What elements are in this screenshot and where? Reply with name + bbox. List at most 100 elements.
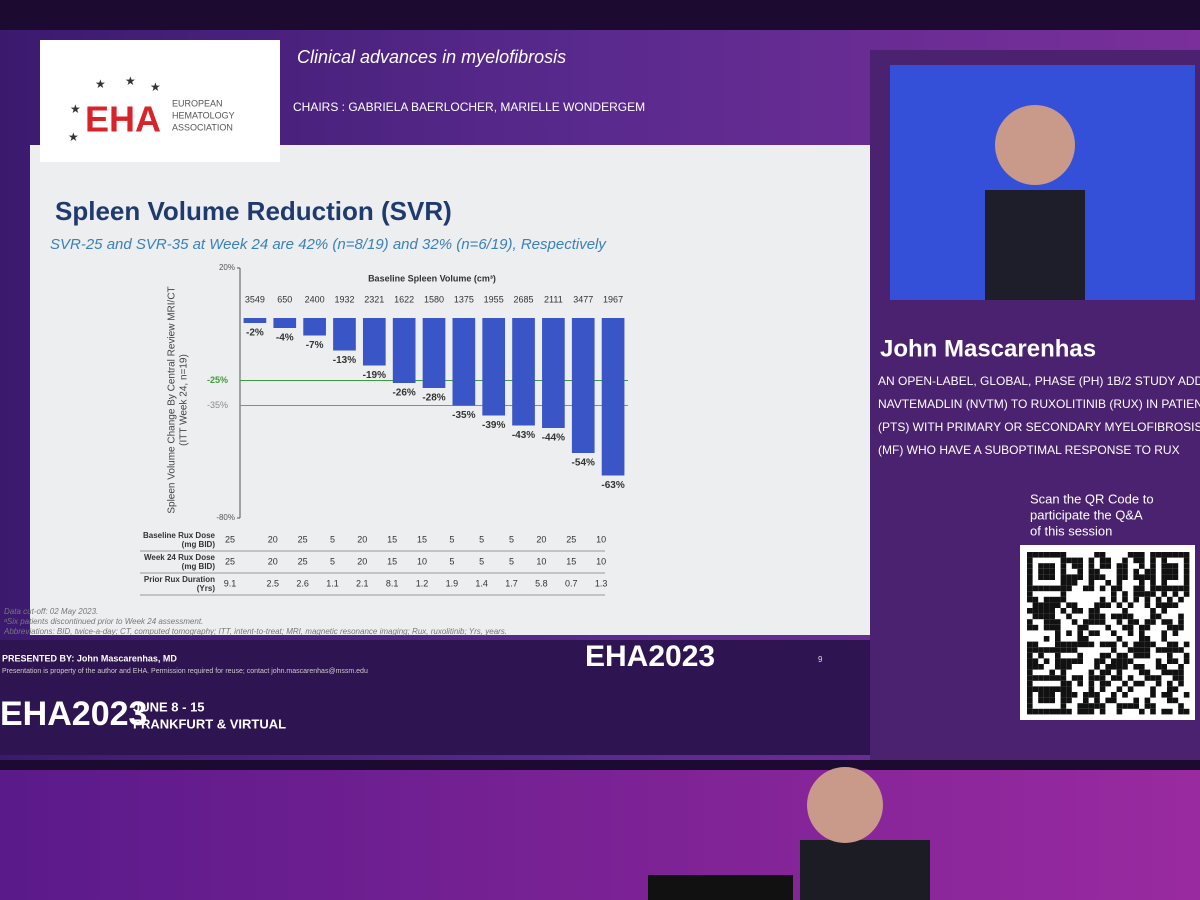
qr-module: [1105, 557, 1111, 564]
qr-module: [1066, 574, 1072, 580]
qr-module: [1122, 568, 1128, 575]
qr-module: [1111, 647, 1117, 653]
talk-title: AN OPEN-LABEL, GLOBAL, PHASE (PH) 1B/2 S…: [878, 374, 1200, 388]
qr-module: [1150, 686, 1156, 692]
qr-module: [1060, 557, 1067, 564]
qr-module: [1150, 641, 1156, 648]
qr-module: [1083, 585, 1089, 592]
qr-module: [1066, 613, 1072, 620]
qr-module: [1161, 557, 1167, 564]
qr-module: [1066, 680, 1072, 687]
qr-module: [1144, 697, 1151, 704]
qr-module: [1178, 624, 1184, 631]
qr-module: [1060, 647, 1067, 653]
value-label: -43%: [512, 430, 535, 441]
qr-module: [1060, 568, 1067, 575]
bar: [303, 318, 326, 336]
qr-module: [1088, 608, 1095, 614]
qr-module: [1088, 619, 1095, 625]
qr-module: [1122, 563, 1128, 569]
qr-module: [1133, 641, 1139, 648]
qr-module: [1183, 658, 1190, 664]
qr-module: [1133, 568, 1139, 575]
qr-module: [1027, 641, 1033, 648]
qr-module: [1077, 641, 1083, 648]
qr-module: [1127, 703, 1134, 709]
qr-module: [1071, 692, 1078, 698]
qr-module: [1071, 574, 1078, 580]
qr-module: [1099, 602, 1106, 608]
footnote: ᵃSix patients discontinued prior to Week…: [4, 617, 203, 626]
qr-module: [1066, 692, 1072, 698]
qr-module: [1066, 647, 1072, 653]
qr-module: [1027, 680, 1033, 687]
qr-module: [1066, 630, 1072, 636]
qr-module: [1099, 703, 1106, 709]
qr-module: [1116, 652, 1123, 659]
qr-module: [1161, 602, 1167, 608]
qr-module: [1049, 708, 1055, 715]
qr-module: [1155, 596, 1162, 603]
qr-module: [1060, 563, 1067, 569]
qr-module: [1055, 686, 1061, 692]
qr-module: [1027, 708, 1033, 715]
qr-module: [1027, 585, 1033, 592]
table-cell: 2.5: [267, 578, 280, 588]
qr-module: [1133, 664, 1139, 670]
qr-module: [1122, 557, 1128, 564]
qr-module: [1167, 686, 1173, 692]
talk-title: (MF) WHO HAVE A SUBOPTIMAL RESPONSE TO R…: [878, 443, 1180, 457]
qr-module: [1060, 641, 1067, 648]
qr-module: [1172, 552, 1179, 558]
qr-module: [1133, 552, 1139, 558]
qr-module: [1183, 580, 1190, 586]
qr-module: [1122, 703, 1128, 709]
qr-module: [1133, 596, 1139, 603]
event-dates: JUNE 8 - 15: [133, 699, 205, 714]
qr-module: [1144, 641, 1151, 648]
qr-module: [1038, 664, 1044, 670]
qr-module: [1133, 574, 1139, 580]
qr-module: [1071, 557, 1078, 564]
qr-module: [1139, 580, 1145, 586]
qr-module: [1167, 692, 1173, 698]
qr-module: [1105, 602, 1111, 608]
qr-module: [1049, 563, 1055, 569]
qr-module: [1150, 585, 1156, 592]
qr-module: [1043, 686, 1050, 692]
qr-module: [1055, 647, 1061, 653]
qr-module: [1172, 658, 1179, 664]
qr-module: [1099, 552, 1106, 558]
qr-module: [1122, 608, 1128, 614]
bar: [542, 318, 565, 428]
qr-module: [1167, 563, 1173, 569]
table-cell: 10: [417, 556, 427, 566]
qr-module: [1139, 647, 1145, 653]
qr-module: [1060, 585, 1067, 592]
talk-title: NAVTEMADLIN (NVTM) TO RUXOLITINIB (RUX) …: [878, 397, 1200, 411]
qr-module: [1027, 652, 1033, 659]
qr-module: [1099, 641, 1106, 648]
qr-module: [1167, 585, 1173, 592]
qr-module: [1116, 568, 1123, 575]
qr-module: [1111, 675, 1117, 681]
qr-module: [1055, 641, 1061, 648]
qr-module: [1038, 568, 1044, 575]
qr-module: [1099, 669, 1106, 676]
qr-module: [1071, 647, 1078, 653]
qr-module: [1105, 697, 1111, 704]
qr-module: [1071, 580, 1078, 586]
table-cell: 20: [536, 534, 546, 544]
qr-module: [1122, 591, 1128, 597]
qr-module: [1027, 608, 1033, 614]
table-cell: 15: [387, 556, 397, 566]
laptop: [648, 875, 793, 900]
qr-pattern: [1027, 552, 1190, 715]
qr-module: [1116, 675, 1123, 681]
qr-module: [1167, 697, 1173, 704]
qr-module: [1043, 619, 1050, 625]
qr-module: [1032, 608, 1039, 614]
qr-module: [1183, 692, 1190, 698]
qr-module: [1167, 552, 1173, 558]
